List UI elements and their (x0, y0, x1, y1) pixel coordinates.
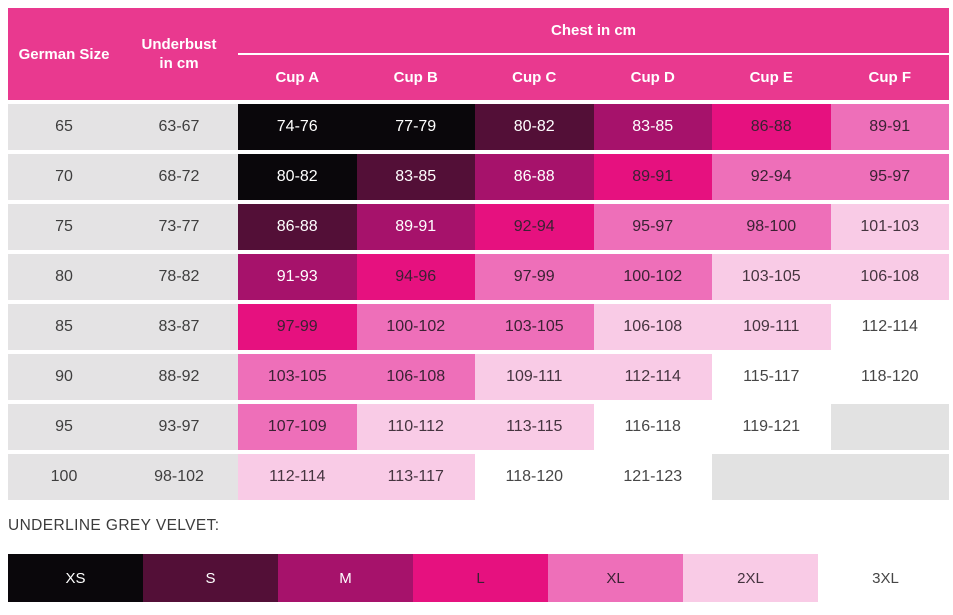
underbust-range-cell: 83-87 (120, 304, 238, 350)
header-underbust-label: Underbust in cm (141, 35, 217, 73)
scale-segment-2xl: 2XL (683, 554, 818, 602)
chest-range-cell: 112-114 (593, 354, 712, 400)
underbust-range-cell: 73-77 (120, 204, 238, 250)
chest-range-cell: 106-108 (830, 254, 949, 300)
chest-range-cell: 86-88 (475, 154, 594, 200)
header-cup-label: Cup D (630, 69, 675, 86)
underbust-range-cell: 93-97 (120, 404, 238, 450)
chest-range-cell: 106-108 (356, 354, 475, 400)
chest-range-cell: 98-100 (712, 204, 831, 250)
chest-range-cell: 92-94 (475, 204, 594, 250)
underline-grey-velvet-label: UNDERLINE GREY VELVET: (8, 517, 220, 534)
empty-cell (830, 404, 949, 450)
size-scale-bar: XS S M L XL 2XL 3XL (8, 554, 953, 602)
empty-cell (712, 454, 831, 500)
chest-range-cell: 103-105 (475, 304, 594, 350)
chest-range-cell: 109-111 (475, 354, 594, 400)
header-cup-row: Cup A Cup B Cup C Cup D Cup E Cup F (238, 55, 949, 100)
chest-range-cell: 101-103 (830, 204, 949, 250)
chest-range-cell: 100-102 (356, 304, 475, 350)
scale-segment-l: L (413, 554, 548, 602)
header-underbust: Underbust in cm (120, 8, 238, 100)
chest-range-cell: 109-111 (712, 304, 831, 350)
chest-range-cell: 80-82 (238, 154, 357, 200)
empty-cell (830, 454, 949, 500)
chest-range-cell: 112-114 (238, 454, 357, 500)
chest-range-cell: 86-88 (238, 204, 357, 250)
scale-segment-3xl: 3XL (818, 554, 953, 602)
chest-range-cell: 89-91 (593, 154, 712, 200)
chest-range-cell: 86-88 (712, 104, 831, 150)
scale-segment-xs: XS (8, 554, 143, 602)
german-size-cell: 65 (8, 104, 120, 150)
scale-segment-m: M (278, 554, 413, 602)
chest-range-cell: 103-105 (712, 254, 831, 300)
chest-range-cell: 112-114 (830, 304, 949, 350)
header-cup-label: Cup B (393, 69, 438, 86)
underbust-range-cell: 98-102 (120, 454, 238, 500)
chest-range-cell: 103-105 (238, 354, 357, 400)
scale-segment-xl: XL (548, 554, 683, 602)
chest-range-cell: 89-91 (356, 204, 475, 250)
header-cup-label: Cup E (749, 69, 793, 86)
chest-range-cell: 106-108 (593, 304, 712, 350)
chest-range-cell: 91-93 (238, 254, 357, 300)
german-size-cell: 85 (8, 304, 120, 350)
chest-range-cell: 113-115 (475, 404, 594, 450)
chest-range-cell: 97-99 (238, 304, 357, 350)
chest-range-cell: 83-85 (356, 154, 475, 200)
chest-range-cell: 107-109 (238, 404, 357, 450)
underbust-range-cell: 78-82 (120, 254, 238, 300)
chest-range-cell: 95-97 (593, 204, 712, 250)
underbust-range-cell: 88-92 (120, 354, 238, 400)
size-table: German Size Underbust in cm Chest in cm … (8, 8, 949, 500)
german-size-cell: 95 (8, 404, 120, 450)
header-cup-label: Cup A (275, 69, 320, 86)
chest-range-cell: 116-118 (593, 404, 712, 450)
chest-range-cell: 95-97 (830, 154, 949, 200)
chest-range-cell: 115-117 (712, 354, 831, 400)
chest-range-cell: 118-120 (830, 354, 949, 400)
chest-range-cell: 100-102 (593, 254, 712, 300)
chest-range-cell: 113-117 (356, 454, 475, 500)
header-chest-group: Chest in cm Cup A Cup B Cup C Cup D Cup E Cup… (238, 8, 949, 100)
german-size-cell: 70 (8, 154, 120, 200)
german-size-cell: 75 (8, 204, 120, 250)
header-german-size: German Size (8, 8, 120, 100)
chest-range-cell: 77-79 (356, 104, 475, 150)
chest-range-cell: 121-123 (593, 454, 712, 500)
underbust-range-cell: 68-72 (120, 154, 238, 200)
header-divider-line (238, 53, 949, 55)
chest-range-cell: 89-91 (830, 104, 949, 150)
chest-range-cell: 80-82 (475, 104, 594, 150)
header-cup-label: Cup C (512, 69, 557, 86)
chest-range-cell: 94-96 (356, 254, 475, 300)
header-chest-title: Chest in cm (550, 22, 637, 39)
header-cup-label: Cup F (868, 69, 912, 86)
chest-range-cell: 83-85 (593, 104, 712, 150)
german-size-cell: 90 (8, 354, 120, 400)
chest-range-cell: 92-94 (712, 154, 831, 200)
underbust-range-cell: 63-67 (120, 104, 238, 150)
german-size-cell: 100 (8, 454, 120, 500)
german-size-cell: 80 (8, 254, 120, 300)
scale-segment-s: S (143, 554, 278, 602)
chest-range-cell: 119-121 (712, 404, 831, 450)
chest-range-cell: 118-120 (475, 454, 594, 500)
chest-range-cell: 110-112 (356, 404, 475, 450)
chest-range-cell: 74-76 (238, 104, 357, 150)
chest-range-cell: 97-99 (475, 254, 594, 300)
